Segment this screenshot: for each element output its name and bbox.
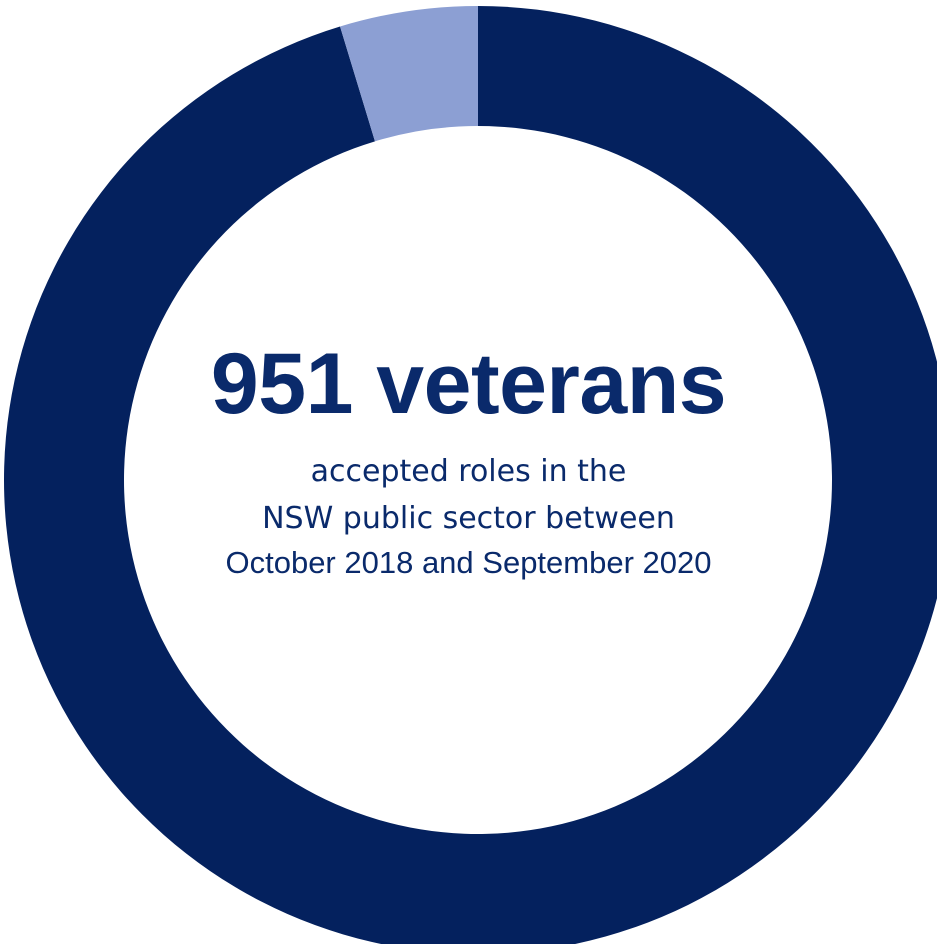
donut-segment-secondary bbox=[340, 6, 478, 142]
donut-segments bbox=[4, 6, 937, 944]
donut-segment-primary bbox=[4, 6, 937, 944]
